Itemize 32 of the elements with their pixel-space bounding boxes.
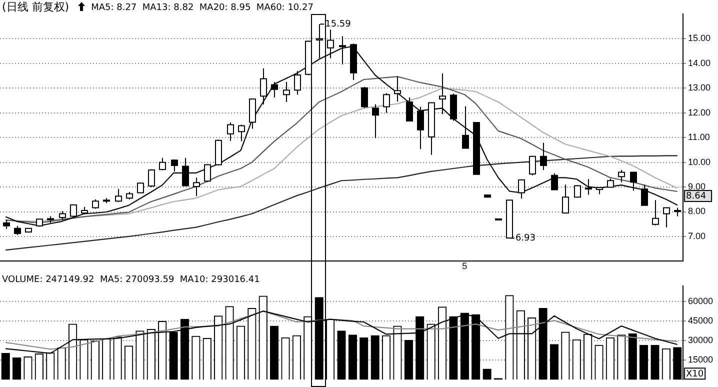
y-tick-label: 30000 [688,335,714,346]
bar [360,337,368,380]
x-tick-label: 5 [462,261,468,272]
y-tick-label: 15000 [688,354,714,365]
bar [550,344,559,380]
y-tick-label: 8.00 [688,206,706,216]
text: VOLUME: 247149.92 MA5: 270093.59 MA10: 293016.41 [2,274,260,285]
bar [348,334,358,380]
y-tick-label: 13.00 [688,82,711,93]
bar [12,358,22,380]
bar [404,340,414,380]
y-tick-label: 15.00 [688,33,711,44]
bar [650,344,660,380]
annotation: 6.93 [515,234,536,244]
y-tick-label: 14.00 [688,58,711,68]
text: X10 [686,369,704,380]
text: MA5: 8.27 MA13: 8.82 MA20: 8.95 MA60: 10.27 [91,2,314,13]
y-tick-label: 11.00 [688,132,710,142]
chart-title: (日线 前复权) [2,0,70,14]
bar [639,344,648,380]
y-tick-label: 9.00 [688,182,706,192]
bar [337,330,346,380]
bar [370,335,380,380]
annotation: 8.64 [686,191,706,202]
annotation: 15.59 [325,19,352,30]
y-tick-label: 7.00 [688,230,706,241]
y-tick-label: 45000 [688,316,714,326]
y-tick-label: 12.00 [688,107,711,118]
y-tick-label: 60000 [688,296,714,306]
bar [1,353,10,380]
bar [270,326,279,380]
y-tick-label: 10.00 [688,156,711,167]
